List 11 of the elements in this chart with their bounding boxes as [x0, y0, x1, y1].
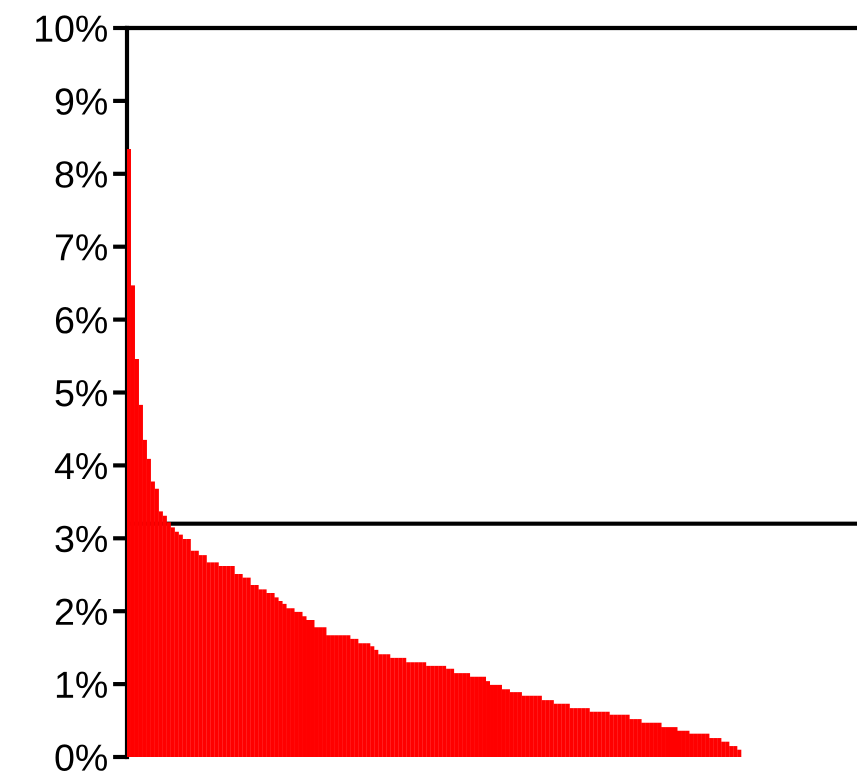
y-tick-label: 4% [54, 452, 107, 480]
y-tick-label: 2% [56, 598, 107, 626]
y-tick-label: 0% [56, 744, 107, 771]
y-tick-label: 1% [56, 672, 107, 698]
y-tick-label: 9% [56, 88, 107, 115]
y-tick-label: 3% [55, 526, 107, 552]
y-tick-label: 8% [56, 161, 107, 188]
y-tick-label: 7% [56, 234, 107, 261]
y-tick-label: 10% [36, 15, 107, 42]
y-tick-label: 5% [56, 380, 107, 406]
y-tick-label: 6% [56, 307, 107, 334]
